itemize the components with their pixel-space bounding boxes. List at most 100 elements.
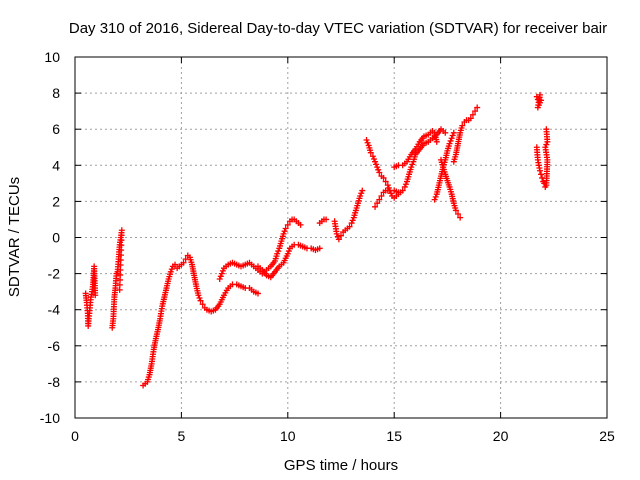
data-point — [349, 217, 356, 224]
data-point — [402, 181, 409, 188]
data-point — [116, 286, 123, 293]
data-point — [195, 292, 202, 299]
data-point — [542, 144, 549, 151]
data-point — [536, 167, 543, 174]
data-point — [384, 182, 391, 189]
x-axis-label: GPS time / hours — [284, 457, 398, 474]
data-point — [543, 141, 550, 148]
data-point — [335, 236, 342, 243]
data-point — [409, 161, 416, 168]
data-point — [172, 261, 179, 268]
data-point — [378, 192, 385, 199]
data-point — [196, 294, 203, 301]
data-point — [449, 132, 456, 139]
data-point — [363, 137, 370, 144]
data-point — [359, 187, 366, 194]
data-point — [334, 233, 341, 240]
data-point — [373, 161, 380, 168]
y-tick-label: 8 — [52, 85, 60, 101]
data-points — [82, 91, 551, 389]
y-tick-label: 4 — [52, 157, 60, 173]
y-tick-label: -6 — [48, 338, 61, 354]
data-point — [401, 183, 408, 190]
data-point — [375, 166, 382, 173]
y-tick-label: -4 — [48, 302, 61, 318]
data-point — [255, 290, 262, 297]
data-point — [280, 230, 287, 237]
y-tick-label: -10 — [40, 410, 60, 426]
x-tick-label: 5 — [178, 428, 186, 444]
data-point — [281, 228, 288, 235]
data-point — [374, 164, 381, 171]
data-point — [474, 104, 481, 111]
data-point — [459, 122, 466, 129]
x-tick-label: 25 — [599, 428, 615, 444]
data-point — [338, 232, 344, 239]
data-point — [348, 220, 355, 227]
data-point — [297, 221, 304, 228]
y-tick-label: -2 — [48, 266, 61, 282]
data-point — [452, 207, 459, 214]
data-point — [472, 108, 479, 115]
data-point — [432, 193, 439, 200]
chart-title: Day 310 of 2016, Sidereal Day-to-day VTE… — [69, 20, 607, 37]
data-point — [167, 268, 174, 275]
x-tick-label: 10 — [280, 428, 296, 444]
data-point — [376, 196, 383, 203]
data-point — [538, 171, 545, 178]
data-point — [467, 115, 474, 122]
data-point — [448, 135, 455, 142]
y-tick-label: 2 — [52, 193, 60, 209]
data-point — [168, 266, 175, 273]
data-point — [323, 216, 330, 223]
data-point — [284, 250, 291, 257]
data-point — [543, 126, 550, 133]
data-point — [538, 97, 545, 104]
x-tick-label: 20 — [493, 428, 509, 444]
data-point — [431, 196, 438, 203]
data-point — [457, 214, 464, 221]
data-point — [199, 301, 206, 308]
data-point — [367, 149, 374, 156]
data-point — [380, 174, 387, 181]
data-point — [180, 259, 187, 266]
data-point — [446, 140, 453, 147]
tick-marks — [74, 56, 608, 419]
data-point — [372, 158, 379, 165]
x-tick-labels: 0 5 10 15 20 25 — [71, 428, 615, 444]
data-point — [370, 155, 377, 162]
data-point — [346, 223, 353, 230]
data-point — [274, 250, 281, 257]
data-point — [369, 153, 376, 160]
data-point — [217, 273, 224, 280]
data-point — [285, 248, 292, 255]
data-point — [395, 189, 402, 196]
data-point — [197, 297, 204, 304]
y-tick-label: -8 — [48, 374, 61, 390]
y-tick-label: 0 — [52, 230, 60, 246]
y-tick-labels: -10 -8 -6 -4 -2 0 2 4 6 8 10 — [40, 49, 60, 426]
data-point — [275, 248, 282, 255]
data-point — [455, 211, 462, 218]
data-point — [333, 230, 340, 237]
data-point — [372, 203, 379, 210]
data-point — [316, 245, 323, 252]
data-point — [374, 200, 381, 207]
data-point — [357, 192, 364, 199]
data-point — [218, 270, 225, 277]
data-point — [364, 139, 371, 146]
data-point — [219, 267, 226, 274]
x-tick-label: 0 — [71, 428, 79, 444]
data-point — [469, 111, 476, 118]
y-axis-label: SDTVAR / TECUs — [6, 177, 23, 297]
data-point — [388, 190, 395, 197]
data-point — [282, 225, 289, 232]
data-point — [284, 221, 291, 228]
x-tick-label: 15 — [386, 428, 402, 444]
y-tick-label: 6 — [52, 121, 60, 137]
data-point — [433, 138, 440, 145]
data-point — [442, 129, 449, 136]
data-point — [358, 190, 365, 197]
data-point — [450, 129, 457, 136]
